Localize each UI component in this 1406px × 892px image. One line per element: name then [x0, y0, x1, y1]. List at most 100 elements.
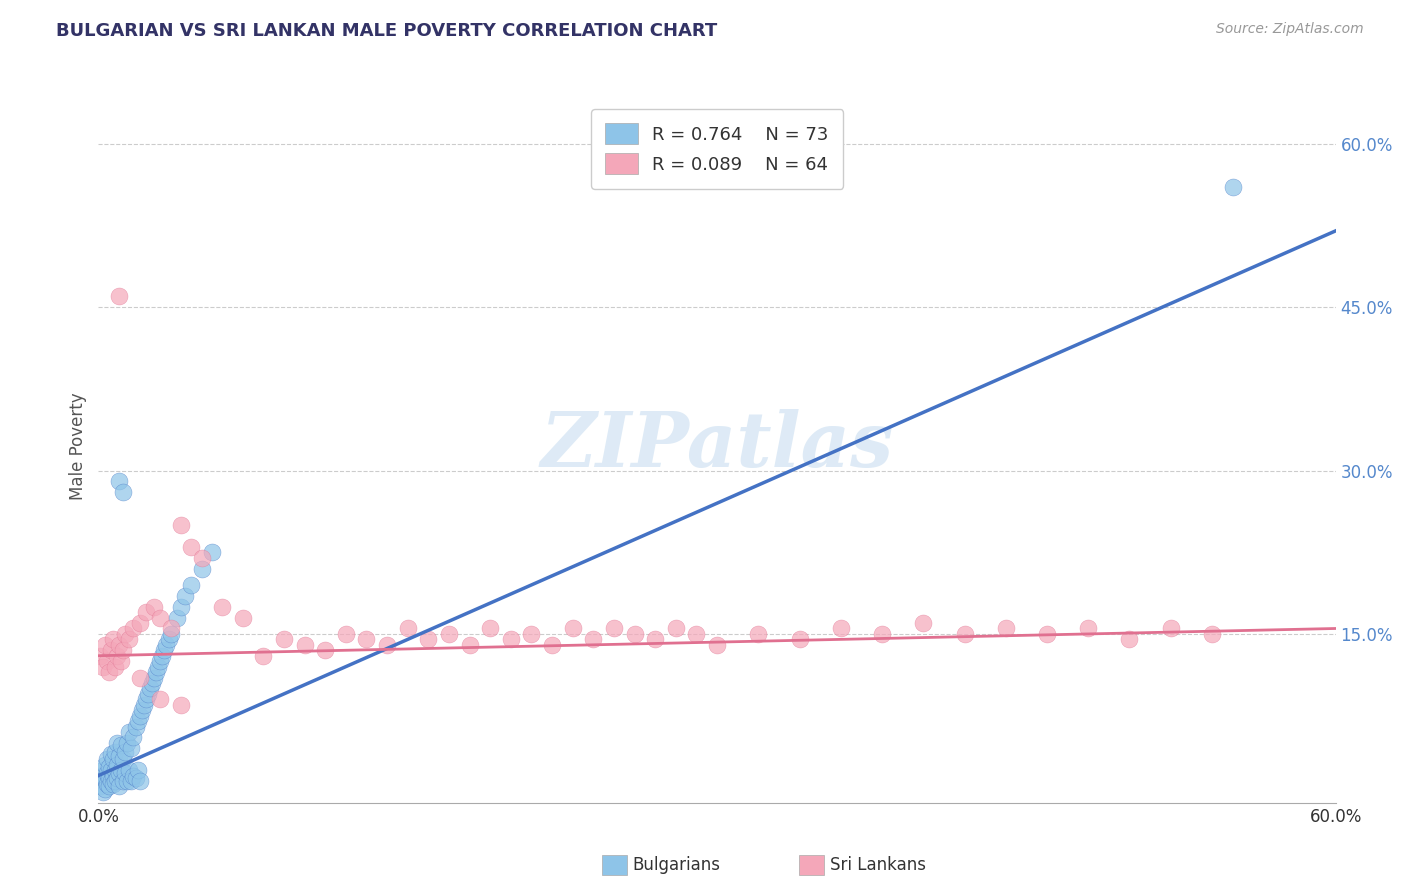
- Point: [108, 766, 131, 780]
- Point: [561, 622, 583, 636]
- Point: [96, 766, 118, 780]
- Point: [128, 708, 150, 723]
- Point: [149, 610, 172, 624]
- Point: [110, 654, 132, 668]
- Point: [159, 627, 181, 641]
- Point: [89, 768, 111, 782]
- Point: [104, 763, 127, 777]
- Point: [122, 768, 145, 782]
- Point: [170, 599, 193, 614]
- Point: [623, 627, 645, 641]
- Point: [1077, 622, 1099, 636]
- Point: [136, 687, 159, 701]
- Point: [105, 736, 128, 750]
- Point: [994, 622, 1017, 636]
- Point: [89, 648, 111, 663]
- Point: [870, 627, 893, 641]
- Point: [101, 768, 124, 782]
- Text: Sri Lankans: Sri Lankans: [830, 856, 925, 874]
- Point: [143, 671, 166, 685]
- Point: [190, 561, 212, 575]
- Point: [150, 648, 173, 663]
- Point: [118, 763, 141, 777]
- Point: [112, 774, 135, 789]
- Point: [97, 780, 120, 794]
- Point: [232, 610, 254, 624]
- Point: [1160, 622, 1182, 636]
- Point: [135, 605, 157, 619]
- Point: [117, 774, 139, 789]
- Point: [644, 632, 666, 647]
- Point: [104, 745, 127, 759]
- Point: [706, 638, 728, 652]
- Point: [335, 627, 357, 641]
- Point: [294, 638, 316, 652]
- Point: [120, 774, 142, 789]
- Point: [141, 676, 163, 690]
- Point: [108, 638, 131, 652]
- Point: [520, 627, 543, 641]
- Point: [100, 747, 122, 761]
- Point: [89, 780, 111, 794]
- Point: [104, 659, 127, 673]
- Point: [149, 692, 172, 706]
- Point: [104, 774, 127, 789]
- Point: [499, 632, 522, 647]
- Point: [541, 638, 564, 652]
- Point: [166, 610, 188, 624]
- Point: [101, 752, 124, 766]
- Text: BULGARIAN VS SRI LANKAN MALE POVERTY CORRELATION CHART: BULGARIAN VS SRI LANKAN MALE POVERTY COR…: [56, 22, 717, 40]
- Point: [314, 643, 336, 657]
- Point: [114, 627, 136, 641]
- Point: [93, 781, 115, 796]
- Point: [1036, 627, 1059, 641]
- Point: [132, 698, 155, 712]
- Point: [252, 648, 274, 663]
- Point: [110, 738, 132, 752]
- Point: [131, 703, 153, 717]
- Point: [665, 622, 688, 636]
- Point: [93, 757, 115, 772]
- Point: [108, 475, 131, 489]
- Point: [105, 757, 128, 772]
- Point: [830, 622, 852, 636]
- Point: [124, 771, 146, 785]
- Point: [157, 632, 180, 647]
- Point: [91, 763, 114, 777]
- Point: [128, 615, 150, 630]
- Point: [128, 671, 150, 685]
- Point: [356, 632, 378, 647]
- Point: [145, 665, 167, 679]
- Text: Source: ZipAtlas.com: Source: ZipAtlas.com: [1216, 22, 1364, 37]
- Point: [118, 725, 141, 739]
- Point: [170, 698, 193, 712]
- Point: [149, 654, 172, 668]
- Point: [112, 752, 135, 766]
- Point: [105, 648, 128, 663]
- Point: [96, 752, 118, 766]
- Point: [101, 632, 124, 647]
- Point: [479, 622, 502, 636]
- Point: [1222, 180, 1244, 194]
- Point: [97, 771, 120, 785]
- Point: [91, 659, 114, 673]
- Point: [458, 638, 481, 652]
- Y-axis label: Male Poverty: Male Poverty: [69, 392, 87, 500]
- Point: [375, 638, 398, 652]
- Point: [110, 763, 132, 777]
- Point: [100, 763, 122, 777]
- Point: [155, 638, 177, 652]
- Point: [124, 720, 146, 734]
- Point: [139, 681, 162, 696]
- Point: [582, 632, 605, 647]
- Point: [101, 777, 124, 791]
- Point: [118, 632, 141, 647]
- Point: [112, 643, 135, 657]
- Point: [159, 622, 181, 636]
- Text: ZIPatlas: ZIPatlas: [540, 409, 894, 483]
- Point: [105, 771, 128, 785]
- Point: [201, 545, 224, 559]
- Point: [437, 627, 460, 641]
- Point: [112, 485, 135, 500]
- Point: [128, 774, 150, 789]
